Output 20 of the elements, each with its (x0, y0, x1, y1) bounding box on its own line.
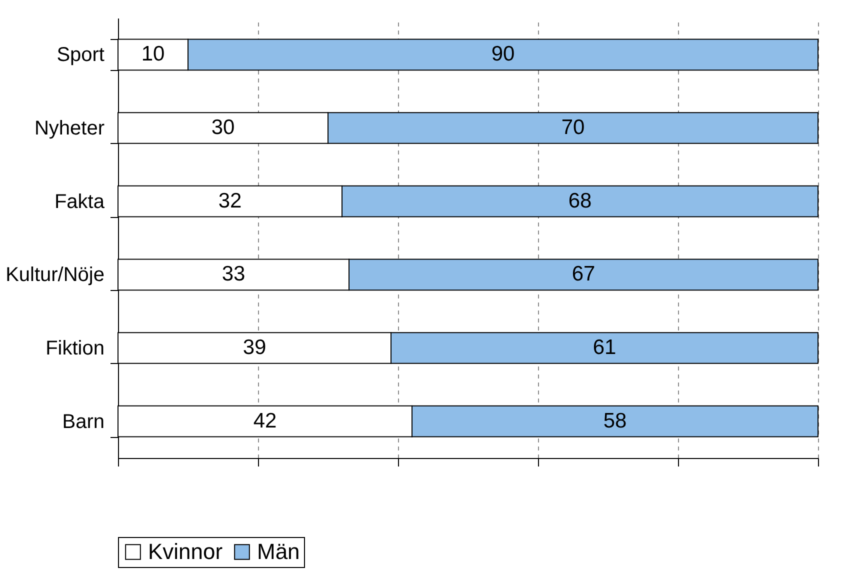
data-label: 10 (141, 42, 165, 66)
data-label: 67 (572, 262, 596, 286)
data-label: 61 (592, 336, 616, 359)
data-label: 68 (568, 189, 592, 212)
data-label: 70 (561, 116, 585, 139)
y-tick-label: Sport (56, 44, 105, 66)
y-tick-label: Kultur/Nöje (6, 264, 104, 286)
data-label: 32 (218, 189, 242, 212)
data-label: 30 (211, 116, 235, 139)
data-label: 33 (222, 262, 246, 286)
y-tick-label: Nyheter (34, 118, 105, 140)
y-tick-label: Fiktion (46, 338, 104, 360)
data-label: 42 (253, 409, 277, 432)
legend-label: Kvinnor (148, 539, 223, 564)
data-label: 58 (603, 409, 627, 432)
y-tick-label: Fakta (54, 190, 106, 213)
legend-label: Män (257, 539, 300, 564)
y-tick-label: Barn (62, 410, 104, 433)
data-label: 90 (491, 42, 515, 66)
data-label: 39 (242, 336, 266, 359)
